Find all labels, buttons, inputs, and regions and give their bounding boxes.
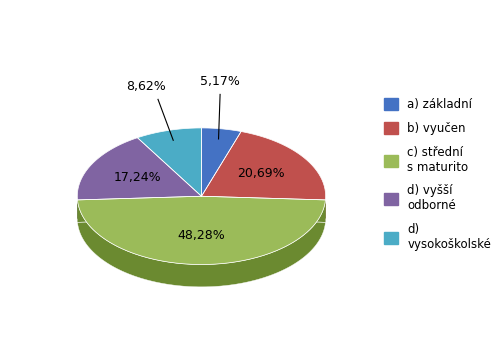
Text: 5,17%: 5,17%	[200, 75, 240, 88]
Text: 8,62%: 8,62%	[125, 80, 165, 93]
Polygon shape	[137, 128, 202, 196]
Polygon shape	[202, 196, 326, 222]
Legend: a) základní, b) vyučen, c) střední
s maturito, d) vyšší
odborné, d)
vysokoškolsk: a) základní, b) vyučen, c) střední s mat…	[380, 95, 494, 254]
Text: 20,69%: 20,69%	[237, 168, 285, 180]
Polygon shape	[77, 138, 202, 200]
Polygon shape	[78, 196, 202, 222]
Polygon shape	[202, 128, 241, 196]
Text: 48,28%: 48,28%	[178, 229, 225, 242]
Polygon shape	[202, 132, 326, 200]
Polygon shape	[78, 196, 326, 265]
Polygon shape	[78, 196, 202, 222]
Polygon shape	[202, 196, 326, 222]
Polygon shape	[78, 200, 326, 287]
Text: 17,24%: 17,24%	[114, 171, 162, 184]
